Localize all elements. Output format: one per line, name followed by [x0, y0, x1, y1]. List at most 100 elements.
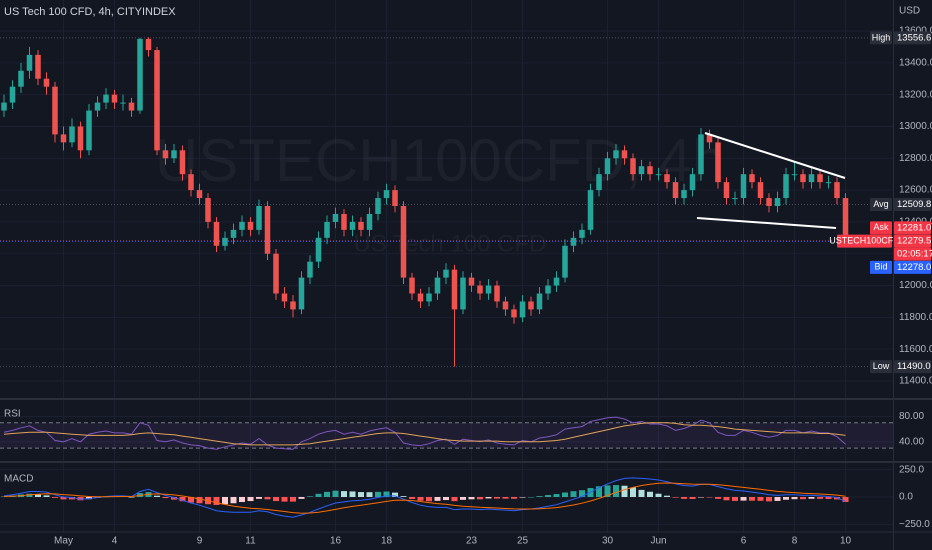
macd-histogram-bar — [35, 494, 41, 497]
macd-histogram-bar — [664, 495, 670, 497]
candle-body — [545, 285, 551, 294]
candle-body — [766, 198, 772, 206]
price-line-name: Ask — [873, 222, 889, 232]
candle-body — [613, 150, 619, 159]
candle-body — [596, 174, 602, 191]
candle-body — [358, 221, 364, 230]
macd-histogram-bar — [451, 497, 458, 502]
x-tick-label: 16 — [330, 536, 342, 547]
candle-body — [120, 102, 126, 104]
x-tick-label: May — [54, 536, 73, 547]
price-line-name: High — [872, 32, 891, 42]
candle-body — [162, 150, 169, 159]
candle-body — [783, 174, 789, 199]
macd-histogram-bar — [434, 497, 441, 501]
price-line-name: USTECH100CFD — [829, 235, 900, 245]
macd-histogram-bar — [375, 491, 381, 497]
x-tick-label: 23 — [466, 536, 478, 547]
watermark: USTECH100CFD, 4h — [155, 127, 725, 194]
x-tick-label: 6 — [741, 536, 747, 547]
price-line-name-box — [870, 31, 892, 45]
macd-histogram-bar — [553, 494, 560, 497]
candle-body — [689, 174, 696, 191]
x-tick-label: 25 — [517, 536, 529, 547]
macd-histogram-bar — [43, 495, 50, 497]
macd-histogram-bar — [290, 497, 296, 502]
macd-histogram-bar — [443, 497, 449, 501]
candle-body — [638, 166, 645, 175]
macd-histogram-bar — [247, 497, 254, 502]
currency: USD — [899, 6, 920, 17]
price-line-name: Avg — [873, 199, 888, 209]
candle-body — [52, 86, 58, 135]
macd-histogram-bar — [723, 497, 730, 501]
x-tick-label: 11 — [245, 536, 256, 547]
candle-body — [553, 277, 560, 286]
macd-histogram-bar — [409, 497, 415, 499]
y-tick-label: 11400.0 — [899, 376, 932, 387]
candle-body — [621, 150, 628, 159]
price-line-value-box — [894, 31, 931, 45]
macd-histogram-bar — [502, 497, 509, 499]
watermark-subtitle: US Tech 100 CFD — [354, 230, 547, 257]
countdown-box — [894, 247, 931, 261]
macd-histogram-bar — [77, 497, 84, 501]
price-line-name: Bid — [874, 262, 887, 272]
candle-body — [834, 182, 840, 199]
macd-histogram-bar — [740, 497, 747, 501]
candle-body — [60, 134, 67, 143]
candle-body — [137, 38, 143, 111]
rsi-band — [0, 422, 893, 449]
candle-body — [256, 206, 262, 230]
candle-body — [800, 174, 806, 183]
macd-histogram-bar — [468, 497, 475, 500]
candle-body — [672, 182, 679, 199]
macd-histogram-bar — [392, 492, 398, 497]
candle-body — [757, 182, 764, 199]
macd-histogram-bar — [128, 497, 135, 498]
macd-histogram-bar — [757, 497, 764, 501]
candle-body — [630, 158, 636, 175]
candle-body — [400, 206, 407, 278]
candle-body — [188, 174, 194, 191]
candle-body — [434, 277, 441, 294]
y-tick-label: 13400.0 — [899, 57, 932, 68]
macd-histogram-bar — [808, 497, 815, 499]
macd-histogram-bar — [485, 497, 492, 499]
candle-body — [94, 102, 101, 111]
macd-histogram-bar — [791, 497, 798, 500]
plot — [0, 37, 893, 518]
y-tick-label: 11600.0 — [899, 344, 932, 355]
macd-histogram-bar — [766, 497, 772, 502]
x-tick-label: Jun — [650, 536, 666, 547]
x-tick-label: 9 — [197, 536, 203, 547]
macd-histogram-bar — [817, 497, 823, 499]
price-line-value-box — [894, 360, 931, 374]
macd-histogram-bar — [196, 497, 203, 504]
macd-histogram-bar — [545, 495, 551, 497]
candle-body — [111, 94, 118, 103]
candle-body — [392, 190, 398, 206]
macd-histogram-bar — [188, 497, 194, 503]
rsi-line — [3, 416, 846, 450]
trend-line-upper — [704, 132, 846, 179]
macd-histogram-bar — [230, 497, 237, 504]
candle-body — [519, 301, 526, 318]
candle-body — [460, 277, 466, 310]
x-tick-label: 10 — [840, 536, 852, 547]
macd-histogram-bar — [749, 497, 755, 501]
candle-body — [443, 269, 449, 278]
candle-body — [468, 277, 475, 286]
macd-histogram-bar — [570, 491, 577, 497]
macd-histogram-bar — [825, 497, 832, 499]
candle-body — [749, 174, 755, 183]
candle-body — [808, 174, 815, 183]
price-line-name-box — [870, 360, 892, 374]
price-line-value: 13556.6 — [897, 32, 931, 43]
macd-label: MACD — [4, 474, 33, 485]
candle-body — [681, 190, 687, 199]
candle-body — [477, 285, 483, 294]
candle-body — [222, 237, 228, 246]
candle-body — [698, 134, 704, 175]
